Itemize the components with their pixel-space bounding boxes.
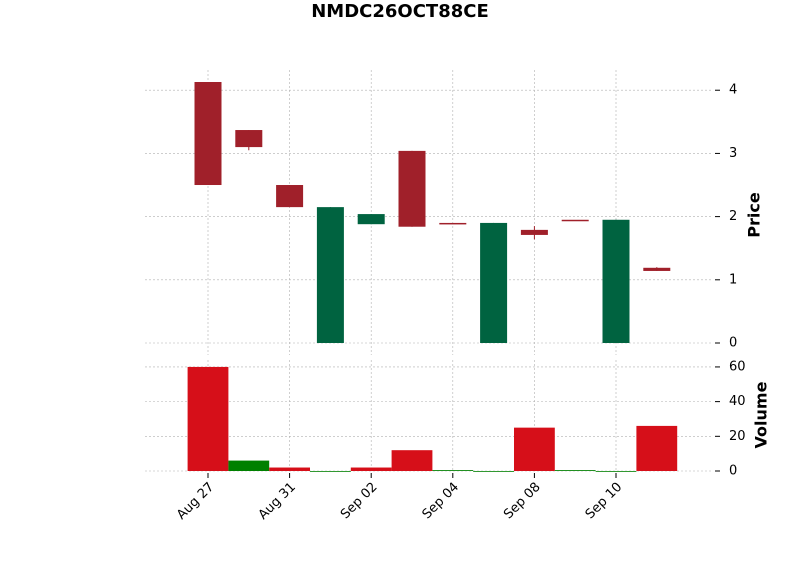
y-tick-label: 3 xyxy=(729,146,737,161)
y-axis-label: Price xyxy=(745,192,764,238)
candle-body xyxy=(520,229,548,235)
x-tick-label: Sep 08 xyxy=(501,480,544,523)
y-tick-label: 60 xyxy=(729,359,746,374)
y-tick-label: 40 xyxy=(729,394,746,409)
volume-bar xyxy=(228,460,270,471)
x-tick-label: Sep 10 xyxy=(583,480,626,523)
candle-body xyxy=(276,185,304,208)
volume-bar xyxy=(473,471,514,472)
y-tick-label: 4 xyxy=(729,83,737,98)
volume-bar xyxy=(269,467,310,471)
x-tick-label: Sep 02 xyxy=(338,480,381,523)
candle-body xyxy=(194,82,222,186)
volume-bar xyxy=(636,425,678,471)
x-tick-label: Aug 27 xyxy=(174,480,217,523)
chart-title: NMDC26OCT88CE xyxy=(311,1,489,22)
candle-body xyxy=(439,222,467,225)
volume-bar xyxy=(514,427,555,471)
candle-body xyxy=(235,130,263,148)
x-tick-label: Aug 31 xyxy=(256,480,299,523)
candle-body xyxy=(480,222,508,343)
y-tick-label: 1 xyxy=(729,272,737,287)
y-tick-label: 2 xyxy=(729,209,737,224)
volume-axis-label: Volume xyxy=(752,381,771,448)
candle-body xyxy=(643,267,671,271)
y-tick-label: 0 xyxy=(729,464,737,479)
volume-bar xyxy=(391,450,433,471)
x-tick-label: Sep 04 xyxy=(420,480,463,523)
volume-bar xyxy=(554,470,596,471)
y-tick-label: 0 xyxy=(729,335,737,350)
candle-body xyxy=(561,219,589,222)
y-tick-label: 20 xyxy=(729,429,746,444)
volume-bar xyxy=(187,366,229,471)
volume-bar xyxy=(350,467,392,471)
candle-body xyxy=(316,207,344,343)
volume-bar xyxy=(310,471,351,472)
candle-body xyxy=(398,150,426,227)
candle-body xyxy=(357,214,385,225)
volume-bar xyxy=(432,470,474,471)
volume-bar xyxy=(595,471,637,472)
candle-body xyxy=(602,219,630,343)
